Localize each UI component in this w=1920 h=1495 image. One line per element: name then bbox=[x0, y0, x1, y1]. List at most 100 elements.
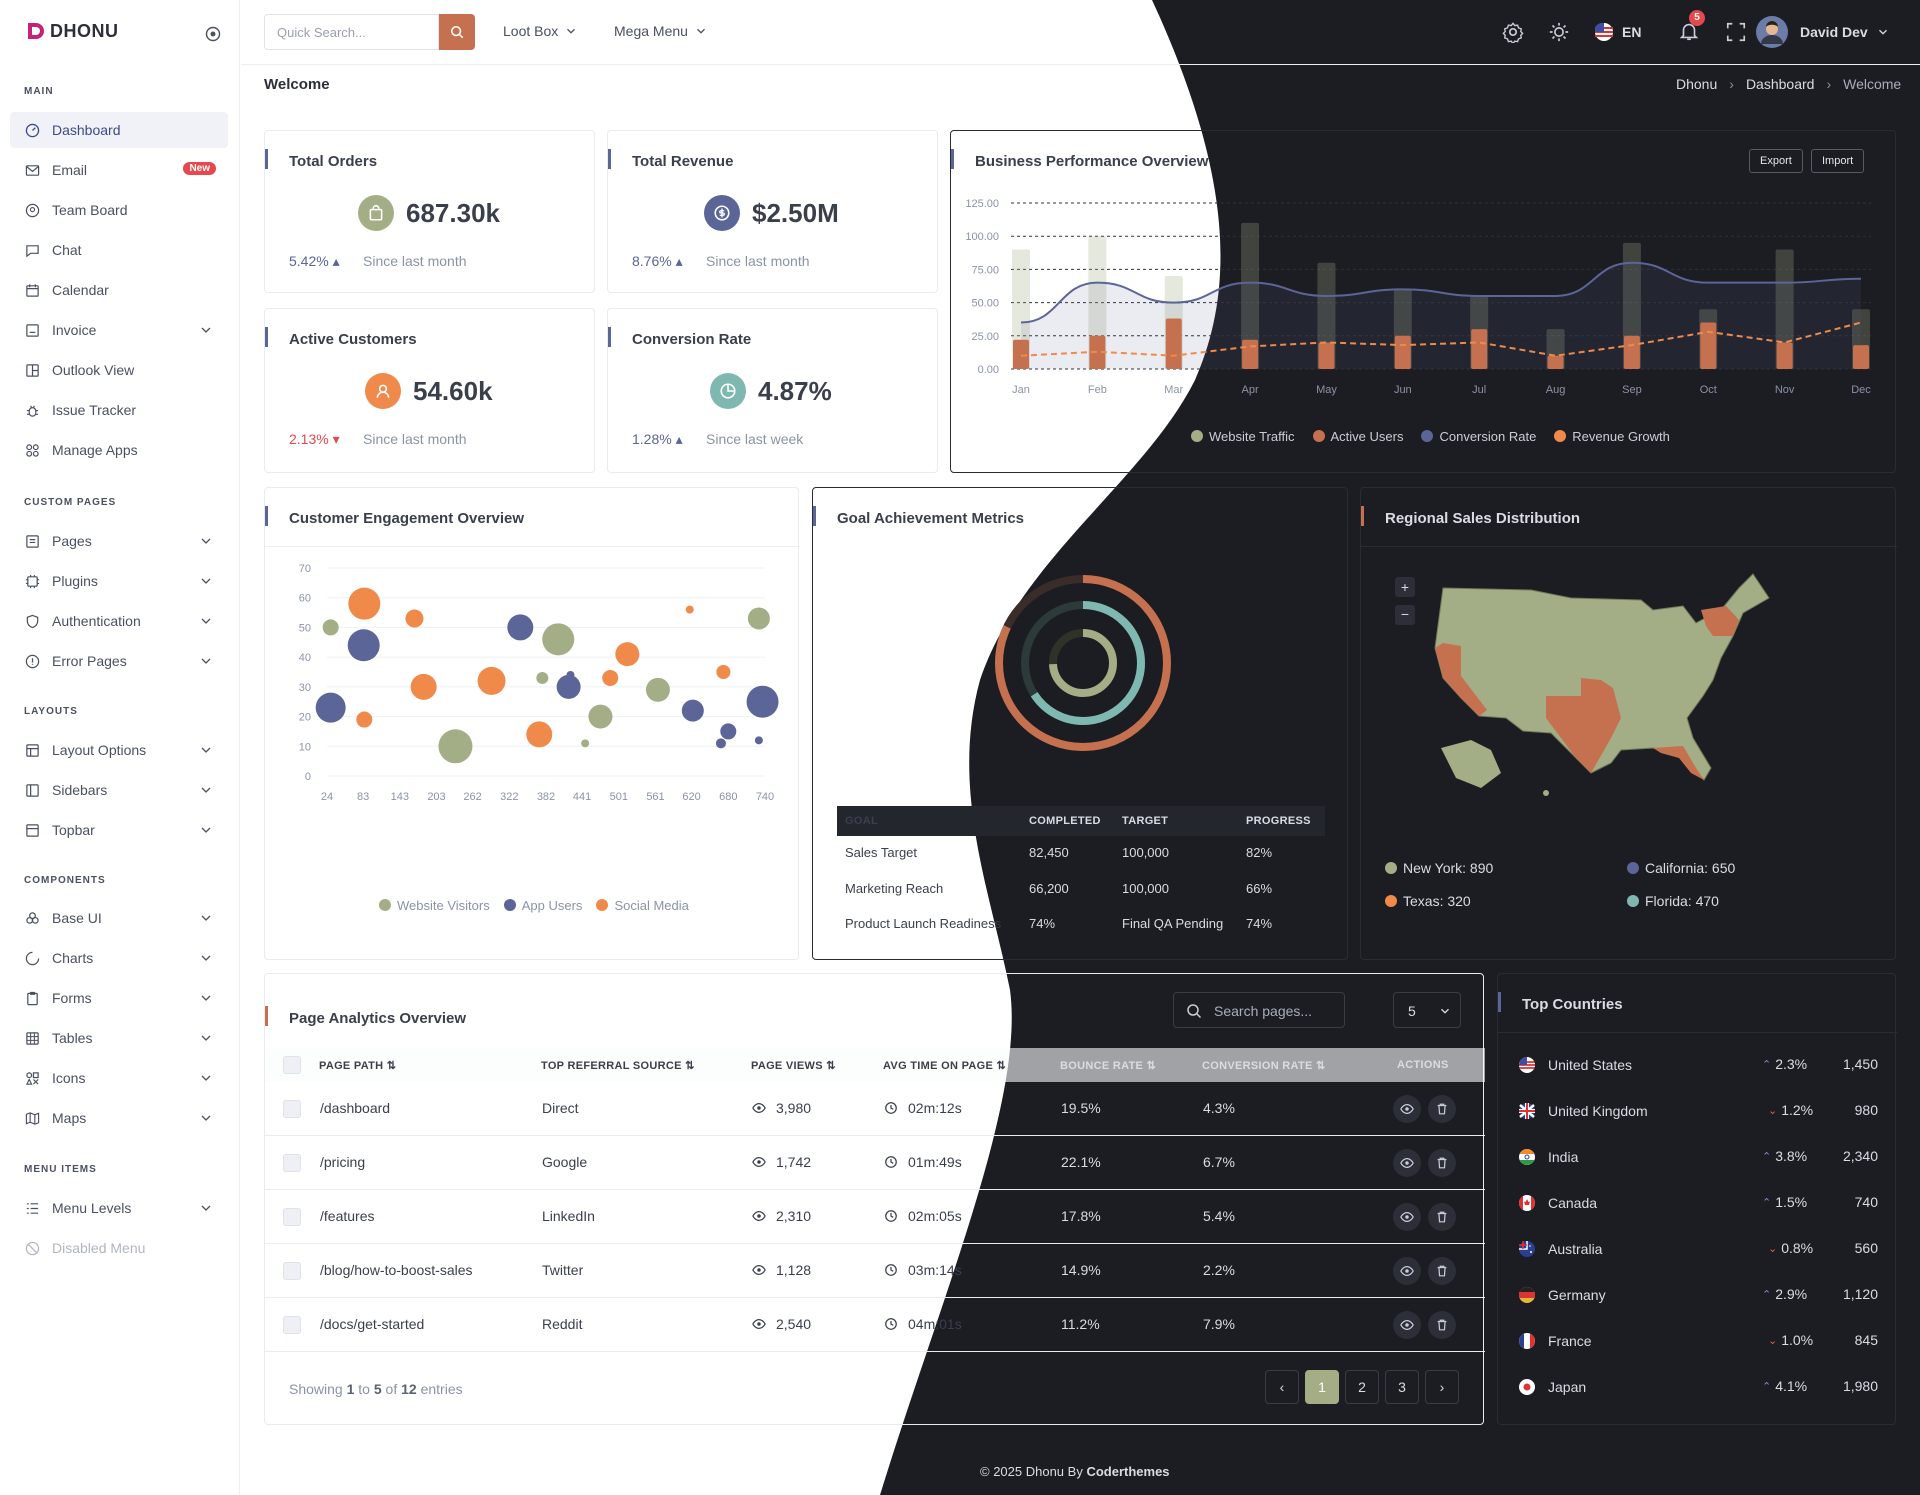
page-size-select[interactable]: 5 bbox=[1393, 992, 1461, 1028]
hawaii-shape[interactable] bbox=[1543, 790, 1549, 796]
sidebar-item-menu-levels[interactable]: Menu Levels bbox=[10, 1190, 228, 1226]
sidebar-item-team-board[interactable]: Team Board bbox=[10, 192, 228, 228]
sidebar-item-maps[interactable]: Maps bbox=[10, 1100, 228, 1136]
row-checkbox[interactable] bbox=[283, 1100, 301, 1118]
bubble-point[interactable] bbox=[507, 614, 534, 641]
bar-active-users[interactable] bbox=[1547, 355, 1564, 369]
loot-box-menu[interactable]: Loot Box bbox=[503, 23, 578, 39]
export-button[interactable]: Export bbox=[1749, 149, 1803, 173]
language-selector[interactable]: EN bbox=[1594, 22, 1641, 42]
notifications-bell-icon[interactable]: 5 bbox=[1678, 10, 1705, 45]
legend-item[interactable]: Revenue Growth bbox=[1554, 429, 1670, 444]
col-page-views[interactable]: PAGE VIEWS ⇅ bbox=[751, 1059, 836, 1072]
delete-button[interactable] bbox=[1428, 1257, 1456, 1285]
sidebar-item-pages[interactable]: Pages bbox=[10, 523, 228, 559]
bubble-point[interactable] bbox=[556, 674, 581, 699]
view-button[interactable] bbox=[1393, 1257, 1421, 1285]
row-checkbox[interactable] bbox=[283, 1154, 301, 1172]
bubble-point[interactable] bbox=[747, 607, 770, 630]
sidebar-item-calendar[interactable]: Calendar bbox=[10, 272, 228, 308]
page-path-cell[interactable]: /pricing bbox=[320, 1154, 366, 1170]
col-avg-time[interactable]: AVG TIME ON PAGE ⇅ bbox=[883, 1059, 1006, 1072]
bar-active-users[interactable] bbox=[1853, 345, 1869, 369]
sidebar-item-topbar[interactable]: Topbar bbox=[10, 812, 228, 848]
sidebar-item-icons[interactable]: Icons bbox=[10, 1060, 228, 1096]
pagination-page-3[interactable]: 3 bbox=[1385, 1370, 1419, 1404]
bubble-point[interactable] bbox=[681, 699, 704, 722]
bubble-point[interactable] bbox=[348, 587, 381, 620]
fullscreen-icon[interactable] bbox=[1725, 21, 1747, 46]
select-all-checkbox[interactable] bbox=[283, 1056, 301, 1074]
pagination-page-1[interactable]: 1 bbox=[1305, 1370, 1339, 1404]
legend-item[interactable]: Conversion Rate bbox=[1421, 429, 1536, 444]
bar-active-users[interactable] bbox=[1165, 318, 1182, 369]
bubble-point[interactable] bbox=[746, 685, 779, 718]
col-referral[interactable]: TOP REFERRAL SOURCE ⇅ bbox=[541, 1059, 695, 1072]
view-button[interactable] bbox=[1393, 1095, 1421, 1123]
sidebar-item-base-ui[interactable]: Base UI bbox=[10, 900, 228, 936]
breadcrumb-dashboard[interactable]: Dashboard bbox=[1745, 76, 1815, 92]
breadcrumb-root[interactable]: Dhonu bbox=[1676, 76, 1718, 92]
legend-item[interactable]: Social Media bbox=[596, 898, 689, 913]
bubble-point[interactable] bbox=[588, 704, 613, 729]
bubble-point[interactable] bbox=[566, 670, 575, 679]
mega-menu[interactable]: Mega Menu bbox=[614, 23, 708, 39]
view-button[interactable] bbox=[1393, 1149, 1421, 1177]
theme-sun-icon[interactable] bbox=[1548, 21, 1570, 46]
bar-active-users[interactable] bbox=[1242, 339, 1259, 369]
delete-button[interactable] bbox=[1428, 1149, 1456, 1177]
map-zoom-out-button[interactable]: − bbox=[1395, 605, 1415, 625]
col-page-path[interactable]: PAGE PATH ⇅ bbox=[319, 1059, 396, 1072]
row-checkbox[interactable] bbox=[283, 1208, 301, 1226]
view-button[interactable] bbox=[1393, 1203, 1421, 1231]
sidebar-item-chat[interactable]: Chat bbox=[10, 232, 228, 268]
bubble-point[interactable] bbox=[438, 729, 473, 764]
legend-item[interactable]: Website Traffic bbox=[1191, 429, 1295, 444]
quick-search-input[interactable]: Quick Search... bbox=[264, 14, 439, 50]
legend-item[interactable]: Website Visitors bbox=[379, 898, 490, 913]
bubble-point[interactable] bbox=[645, 677, 670, 702]
legend-item[interactable]: Active Users bbox=[1312, 429, 1403, 444]
bar-active-users[interactable] bbox=[1700, 322, 1717, 369]
sidebar-item-plugins[interactable]: Plugins bbox=[10, 563, 228, 599]
import-button[interactable]: Import bbox=[1811, 149, 1865, 173]
sidebar-item-manage-apps[interactable]: Manage Apps bbox=[10, 432, 228, 468]
view-button[interactable] bbox=[1393, 1311, 1421, 1339]
user-menu[interactable]: David Dev bbox=[1756, 16, 1890, 48]
bubble-point[interactable] bbox=[315, 692, 346, 723]
settings-gear-icon[interactable] bbox=[1502, 21, 1524, 46]
sidebar-item-tables[interactable]: Tables bbox=[10, 1020, 228, 1056]
footer-brand-link[interactable]: Coderthemes bbox=[1086, 1464, 1170, 1479]
sidebar-item-sidebars[interactable]: Sidebars bbox=[10, 772, 228, 808]
bubble-point[interactable] bbox=[405, 609, 424, 628]
pagination-next-button[interactable]: › bbox=[1425, 1370, 1459, 1404]
pagination-page-2[interactable]: 2 bbox=[1345, 1370, 1379, 1404]
bar-active-users[interactable] bbox=[1318, 342, 1335, 369]
sidebar-item-layout-options[interactable]: Layout Options bbox=[10, 732, 228, 768]
pagination-prev-button[interactable]: ‹ bbox=[1265, 1370, 1299, 1404]
delete-button[interactable] bbox=[1428, 1095, 1456, 1123]
bubble-point[interactable] bbox=[536, 671, 549, 684]
alaska-shape[interactable] bbox=[1441, 740, 1501, 788]
page-path-cell[interactable]: /features bbox=[320, 1208, 375, 1224]
bubble-point[interactable] bbox=[720, 723, 737, 740]
bubble-point[interactable] bbox=[356, 711, 373, 728]
bubble-point[interactable] bbox=[526, 721, 553, 748]
col-bounce-rate[interactable]: BOUNCE RATE ⇅ bbox=[1060, 1059, 1156, 1072]
bubble-point[interactable] bbox=[477, 666, 506, 695]
bubble-point[interactable] bbox=[685, 605, 694, 614]
bubble-point[interactable] bbox=[347, 629, 380, 662]
bubble-point[interactable] bbox=[542, 623, 575, 656]
page-path-cell[interactable]: /dashboard bbox=[320, 1100, 391, 1116]
sidebar-toggle-icon[interactable] bbox=[205, 26, 221, 45]
sidebar-item-error-pages[interactable]: Error Pages bbox=[10, 643, 228, 679]
sidebar-item-invoice[interactable]: Invoice bbox=[10, 312, 228, 348]
brand-logo[interactable]: DHONU bbox=[24, 20, 119, 42]
bar-active-users[interactable] bbox=[1394, 335, 1411, 369]
bubble-point[interactable] bbox=[615, 642, 640, 667]
bubble-point[interactable] bbox=[715, 738, 726, 749]
bubble-point[interactable] bbox=[716, 665, 731, 679]
bubble-point[interactable] bbox=[754, 736, 763, 745]
col-conversion-rate[interactable]: CONVERSION RATE ⇅ bbox=[1202, 1059, 1326, 1072]
sidebar-item-outlook[interactable]: Outlook View bbox=[10, 352, 228, 388]
